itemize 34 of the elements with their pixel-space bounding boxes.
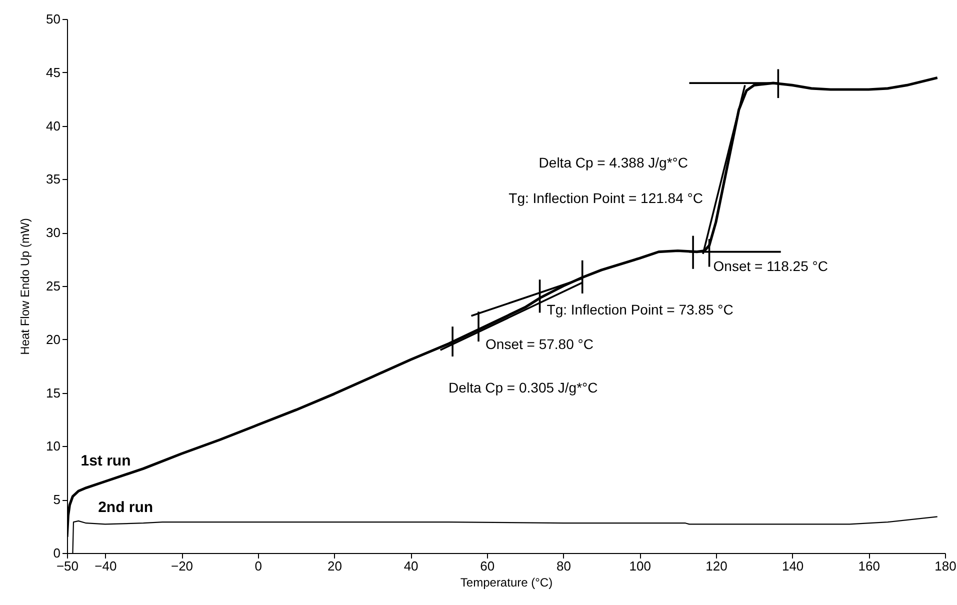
annotation: Onset = 57.80 °C bbox=[486, 336, 594, 352]
y-tick-label: 50 bbox=[46, 12, 60, 26]
x-axis-title: Temperature (°C) bbox=[460, 576, 553, 590]
y-tick-label: 40 bbox=[46, 118, 60, 134]
y-tick-label: 0 bbox=[53, 546, 60, 560]
y-tick-label: 15 bbox=[46, 385, 60, 400]
annotation: Delta Cp = 4.388 J/g*°C bbox=[538, 154, 688, 171]
x-tick-label: 160 bbox=[858, 558, 880, 574]
y-axis-title: Heat Flow Endo Up (mW) bbox=[18, 218, 32, 355]
x-tick-label: 100 bbox=[629, 558, 651, 574]
x-tick-label: 140 bbox=[782, 558, 804, 574]
annotation: Delta Cp = 0.305 J/g*°C bbox=[448, 380, 598, 396]
x-tick-label: 40 bbox=[404, 558, 418, 574]
x-tick-label: 120 bbox=[706, 558, 728, 574]
y-tick-label: 10 bbox=[46, 438, 60, 454]
y-tick-label: 45 bbox=[46, 64, 60, 80]
x-tick-label: 180 bbox=[934, 558, 956, 574]
y-tick-label: 30 bbox=[46, 225, 60, 240]
series-label: 1st run bbox=[80, 452, 131, 470]
legend-label: 2nd run bbox=[98, 499, 154, 516]
x-tick-label: 20 bbox=[327, 558, 342, 574]
x-tick-label: −40 bbox=[94, 558, 117, 574]
x-tick-label: −20 bbox=[170, 558, 194, 574]
x-tick-label: −50 bbox=[56, 558, 79, 574]
x-tick-label: 0 bbox=[254, 558, 262, 574]
annotation: Onset = 118.25 °C bbox=[713, 258, 828, 274]
x-tick-label: 80 bbox=[556, 558, 571, 574]
y-tick-label: 25 bbox=[46, 278, 60, 294]
annotation: Tg: Inflection Point = 121.84 °C bbox=[508, 190, 703, 206]
y-tick-label: 35 bbox=[46, 172, 60, 187]
x-tick-label: 60 bbox=[480, 558, 495, 574]
annotation: Tg: Inflection Point = 73.85 °C bbox=[546, 302, 734, 318]
y-tick-label: 20 bbox=[46, 332, 60, 347]
y-tick-label: 5 bbox=[53, 492, 60, 508]
